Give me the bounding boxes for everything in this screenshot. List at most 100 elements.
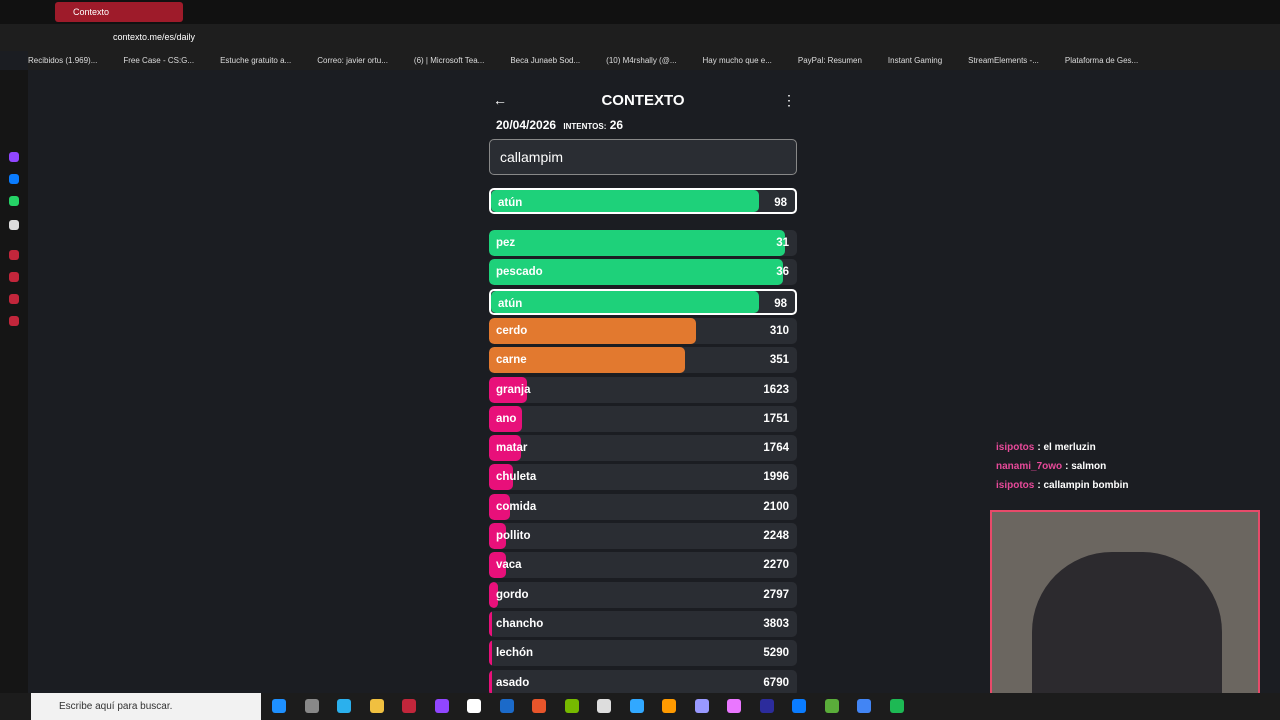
rank-bar [489, 493, 510, 520]
guess-rank: 1764 [763, 442, 789, 455]
address-bar[interactable]: contexto.me/es/daily [0, 24, 1280, 51]
bookmark[interactable]: Recibidos (1.969)... [28, 56, 98, 65]
taskbar-icon[interactable] [499, 699, 514, 713]
taskbar-icon[interactable] [369, 699, 384, 713]
bookmark[interactable]: Correo: javier ortu... [317, 56, 388, 65]
url: contexto.me/es/daily [113, 32, 196, 42]
guess-rank: 3803 [763, 617, 789, 630]
taskbar-icon[interactable] [792, 699, 806, 713]
guess-input[interactable]: callampim [489, 139, 797, 175]
bookmark[interactable]: StreamElements -... [968, 56, 1039, 65]
guess-row: pescado 36 [489, 259, 797, 286]
guess-row: ano 1751 [489, 405, 797, 432]
bookmark[interactable]: Free Case - CS:G... [123, 56, 195, 65]
back-button[interactable]: ← [493, 92, 507, 108]
guess-word: granja [496, 383, 531, 396]
taskbar-icon[interactable] [629, 699, 644, 713]
taskbar-icon[interactable] [662, 699, 676, 713]
rank-bar [489, 259, 784, 286]
chat-message: nanami_7owo: salmon [996, 461, 1128, 472]
taskbar-icon[interactable] [889, 699, 904, 713]
date: 20/04/2026 [496, 118, 557, 132]
input-text: callampim [500, 149, 564, 165]
rank-bar [489, 405, 522, 432]
menu-button[interactable]: ⋮ [782, 92, 796, 108]
guess-word: ano [496, 412, 517, 425]
guess-row: gordo 2797 [489, 581, 797, 608]
bookmark[interactable]: PayPal: Resumen [797, 56, 862, 65]
guess-row: matar 1764 [489, 435, 797, 462]
taskbar-icon[interactable] [532, 699, 546, 713]
chat-message: isipotos: el merluzin [996, 442, 1128, 453]
guess-row: carne 351 [489, 347, 797, 374]
guess-rank: 98 [774, 197, 787, 209]
bookmark[interactable]: (10) M4rshally (@... [606, 56, 677, 65]
bookmark[interactable]: Beca Junaeb Sod... [510, 56, 581, 65]
rank-bar [489, 464, 513, 491]
guess-row: cerdo 310 [489, 317, 797, 344]
guess-word: atún [498, 297, 523, 310]
taskbar-icon[interactable] [727, 699, 741, 713]
guess-rank: 2100 [763, 500, 789, 513]
rank-bar [491, 290, 760, 313]
guess-rank: 6790 [763, 676, 789, 689]
taskbar-icon[interactable] [759, 699, 774, 713]
attempts-label: INTENTOS: [563, 122, 607, 131]
guess-rank: 1751 [763, 412, 789, 425]
rank-bar [489, 347, 686, 374]
stats: 20/04/2026 INTENTOS: 26 [496, 118, 623, 132]
taskbar-icon[interactable] [402, 699, 416, 713]
guess-word: gordo [496, 588, 529, 601]
game-title: CONTEXTO [601, 92, 685, 109]
rank-bar [489, 523, 507, 549]
rank-bar [489, 610, 493, 637]
bookmark[interactable]: Plataforma de Ges... [1064, 56, 1139, 65]
guess-word: asado [496, 676, 530, 689]
webcam [990, 510, 1260, 712]
guess-row: pez 31 [489, 230, 797, 256]
sidebar [0, 70, 28, 693]
rank-bar [491, 190, 760, 212]
guess-rank: 1996 [763, 471, 789, 484]
guess-rank: 2270 [763, 559, 789, 572]
tab[interactable]: Contexto [55, 2, 183, 22]
rank-bar [489, 581, 498, 608]
bookmark[interactable]: Instant Gaming [887, 56, 943, 65]
guess-word: chuleta [496, 471, 537, 484]
chat-text: : el merluzin [1037, 442, 1096, 453]
bookmark[interactable]: Estuche gratuito a... [220, 56, 292, 65]
taskbar-icon[interactable] [824, 699, 839, 713]
guess-word: lechón [496, 647, 534, 660]
taskbar-icon[interactable] [564, 699, 579, 713]
guess-rank: 98 [774, 297, 787, 310]
search-text: Escribe aquí para buscar. [59, 701, 173, 712]
rank-bar [489, 552, 506, 579]
chat-user: isipotos [996, 442, 1035, 453]
taskbar-icon[interactable] [434, 699, 449, 713]
taskbar-search[interactable]: Escribe aquí para buscar. [31, 693, 261, 720]
guess-row: atún 98 [489, 188, 797, 214]
taskbar-icon[interactable] [467, 699, 481, 713]
guess-row: chuleta 1996 [489, 464, 797, 491]
taskbar-icon[interactable] [694, 699, 709, 713]
tab-bar: Contexto [0, 0, 1280, 24]
chat-user: nanami_7owo [996, 461, 1063, 472]
bookmark[interactable]: Hay mucho que e... [702, 56, 772, 65]
guess-word: atún [498, 197, 523, 209]
taskbar-icon[interactable] [272, 699, 286, 713]
guess-rank: 2248 [763, 530, 789, 542]
taskbar-icon[interactable] [857, 699, 871, 713]
taskbar-icon[interactable] [597, 699, 611, 713]
guess-rank: 2797 [763, 588, 789, 601]
rank-bar [489, 640, 493, 667]
rank-bar [489, 376, 528, 403]
taskbar-icon[interactable] [304, 699, 319, 713]
guess-word: comida [496, 500, 537, 513]
bookmark[interactable]: (6) | Microsoft Tea... [413, 56, 485, 65]
guess-rank: 36 [776, 266, 789, 279]
chat-text: : salmon [1065, 461, 1107, 472]
guess-word: pescado [496, 266, 543, 279]
taskbar-icon[interactable] [337, 699, 351, 713]
chat: isipotos: el merluzin nanami_7owo: salmon… [996, 442, 1128, 499]
